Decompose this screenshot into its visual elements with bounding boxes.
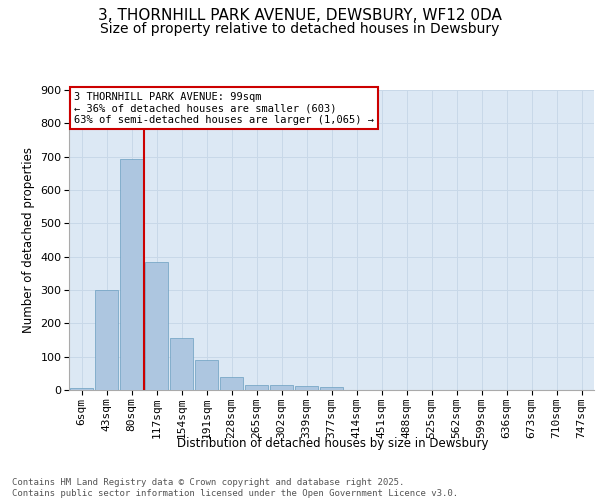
Text: Distribution of detached houses by size in Dewsbury: Distribution of detached houses by size … bbox=[177, 438, 489, 450]
Bar bbox=[145, 262, 168, 390]
Bar bbox=[195, 360, 218, 390]
Text: Size of property relative to detached houses in Dewsbury: Size of property relative to detached ho… bbox=[100, 22, 500, 36]
Bar bbox=[95, 290, 118, 390]
Bar bbox=[70, 388, 93, 390]
Bar bbox=[120, 159, 143, 390]
Bar bbox=[295, 386, 318, 390]
Bar bbox=[245, 385, 268, 390]
Bar bbox=[220, 376, 243, 390]
Text: Contains HM Land Registry data © Crown copyright and database right 2025.
Contai: Contains HM Land Registry data © Crown c… bbox=[12, 478, 458, 498]
Text: 3 THORNHILL PARK AVENUE: 99sqm
← 36% of detached houses are smaller (603)
63% of: 3 THORNHILL PARK AVENUE: 99sqm ← 36% of … bbox=[74, 92, 374, 124]
Bar bbox=[170, 338, 193, 390]
Bar bbox=[320, 388, 343, 390]
Bar bbox=[270, 385, 293, 390]
Text: 3, THORNHILL PARK AVENUE, DEWSBURY, WF12 0DA: 3, THORNHILL PARK AVENUE, DEWSBURY, WF12… bbox=[98, 8, 502, 22]
Y-axis label: Number of detached properties: Number of detached properties bbox=[22, 147, 35, 333]
